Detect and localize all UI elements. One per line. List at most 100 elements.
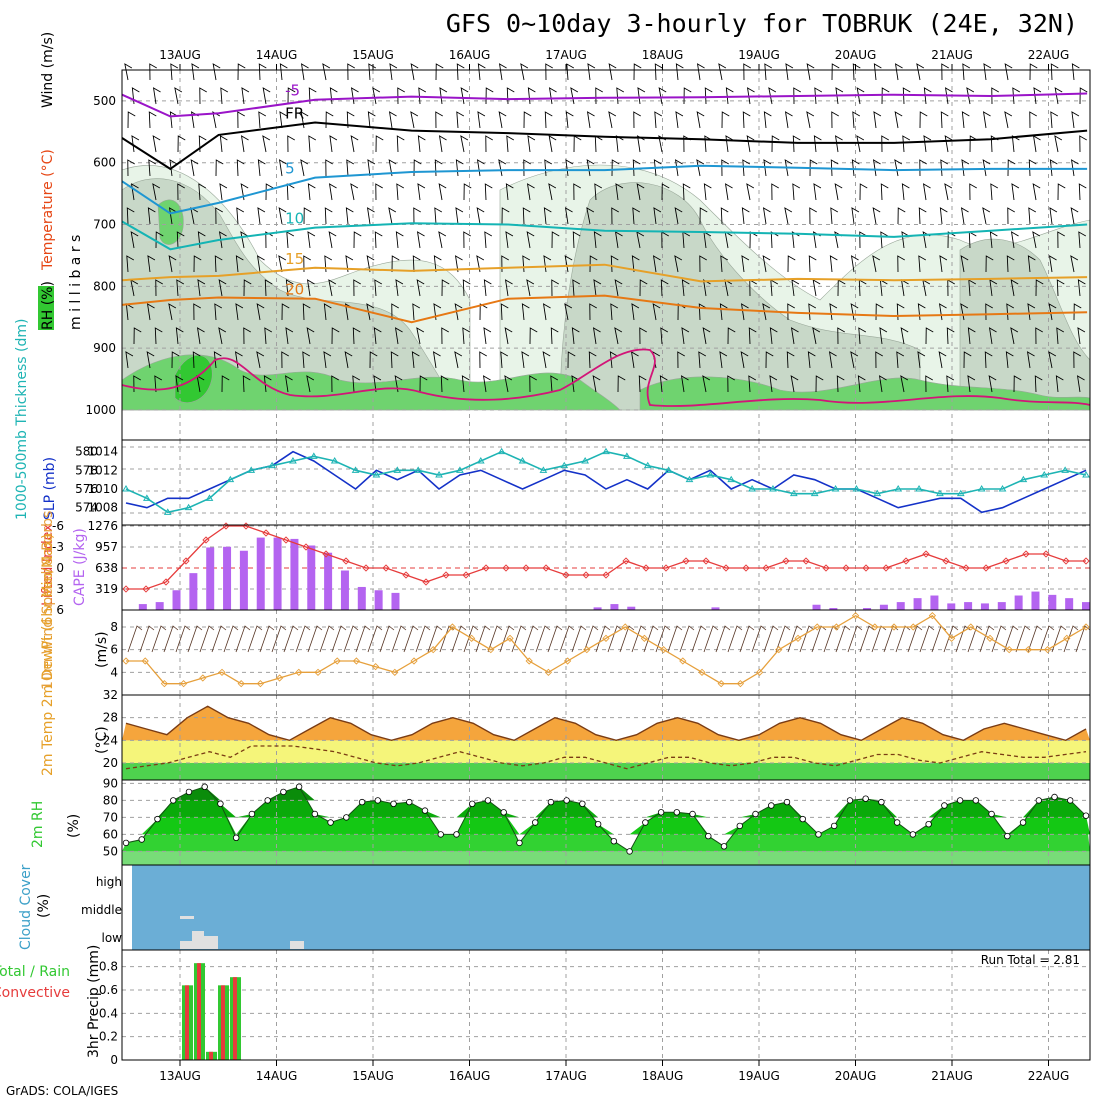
wind-barb — [542, 351, 551, 369]
li-tick: -3 — [52, 540, 64, 554]
wind10m-barb — [415, 625, 431, 653]
wind-barb — [830, 207, 839, 225]
cloud-cell — [204, 936, 218, 949]
wind-barb — [947, 231, 956, 249]
rh-area — [122, 786, 1090, 801]
wind-barb — [476, 255, 485, 273]
wind-barb — [344, 351, 353, 369]
wind10m-barb — [631, 625, 647, 653]
wind-barb — [394, 327, 403, 345]
li-point — [902, 557, 910, 565]
wind-barb — [352, 375, 361, 393]
wind-barb — [306, 327, 315, 345]
rh2m-point — [594, 821, 602, 828]
rh2m-point — [547, 798, 555, 806]
wind10m-point — [851, 612, 860, 620]
wind-barb — [1011, 135, 1020, 153]
rh2m-point — [720, 843, 728, 850]
wind-barb — [1071, 63, 1080, 81]
wind-barb — [1026, 351, 1035, 369]
thickness-point — [122, 485, 130, 492]
rh-area — [122, 786, 1090, 835]
wind-barb — [303, 207, 312, 225]
wind-barb — [680, 375, 689, 393]
wind-barb — [328, 183, 337, 201]
wind-barb — [435, 63, 444, 81]
wind10m-barb — [319, 625, 335, 653]
wind10m-barb — [403, 625, 419, 653]
wind-label: Wind (m/s) — [40, 32, 56, 108]
wind10m-line — [126, 614, 1087, 685]
wind-barb — [219, 183, 228, 201]
wind-barb — [366, 303, 375, 321]
run-total: Run Total = 2.81 — [981, 953, 1080, 967]
wind-barb — [564, 303, 573, 321]
wind-barb — [441, 327, 449, 345]
li-point — [382, 564, 390, 572]
wind10m-barb — [223, 625, 239, 653]
wind-barb — [177, 135, 186, 153]
wind-barb — [300, 63, 309, 81]
wind-barb — [793, 87, 801, 105]
li-point — [922, 550, 930, 558]
thickness-point — [226, 475, 235, 483]
wind-barb — [498, 63, 507, 81]
wind-barb — [484, 231, 493, 249]
wind10m-point — [736, 680, 745, 688]
temp-tick: 28 — [103, 711, 118, 725]
cape-bar — [324, 552, 333, 610]
wind10m-barb — [199, 625, 215, 653]
wind10m-barb — [859, 625, 875, 653]
wind-barb — [1010, 279, 1019, 297]
li-tick: -6 — [52, 519, 64, 533]
precip-tick: 0.6 — [99, 983, 118, 997]
wind-barb — [1029, 63, 1038, 81]
cape-bar — [997, 602, 1006, 610]
rh2m-point — [846, 797, 854, 804]
cape-bar — [913, 598, 922, 610]
wind-barb — [322, 63, 331, 81]
wind-barb — [373, 327, 382, 345]
wind-barb — [124, 63, 133, 81]
wind-barb — [192, 351, 201, 369]
wind-barb — [410, 111, 419, 129]
cape-bar — [1082, 602, 1090, 610]
wind10m-point — [179, 680, 188, 688]
cape-tick: 1276 — [87, 519, 118, 533]
wind-barb — [551, 279, 559, 297]
li-point — [362, 564, 370, 572]
wind10m-barb — [295, 625, 311, 653]
li-point — [282, 536, 290, 544]
wind-barb — [148, 159, 157, 177]
wind-barb — [725, 135, 734, 153]
wind-barb — [939, 255, 948, 273]
wind-barb — [696, 63, 705, 81]
wind-barb — [441, 279, 450, 297]
wind-barb — [681, 327, 690, 345]
thickness-point — [894, 485, 903, 492]
thickness-point — [518, 457, 527, 464]
wind-barb — [455, 207, 464, 225]
wind10m-point — [525, 657, 533, 665]
wind-barb — [193, 255, 202, 273]
wind-barb — [741, 207, 750, 225]
thickness-point — [852, 485, 861, 492]
wind-barb — [763, 159, 772, 177]
wind-barb — [483, 327, 492, 345]
wind10m-barb — [691, 625, 707, 653]
rh2m-point — [201, 783, 208, 790]
wind-barb — [218, 231, 227, 249]
footer-credit: GrADS: COLA/IGES — [6, 1084, 118, 1098]
precip-tick: 0.8 — [99, 960, 118, 974]
wind-barb — [961, 159, 970, 177]
rh2m-point — [988, 810, 995, 818]
isotherm-line — [121, 220, 1088, 251]
wind-barb — [940, 111, 949, 129]
li-point — [142, 585, 150, 593]
wind10m-barb — [139, 625, 155, 653]
wind-barb — [830, 159, 839, 177]
wind-barb — [240, 231, 249, 249]
wind-barb — [347, 63, 355, 81]
wind-barb — [720, 207, 729, 225]
cape-label: CAPE (J/kg) — [72, 528, 88, 606]
